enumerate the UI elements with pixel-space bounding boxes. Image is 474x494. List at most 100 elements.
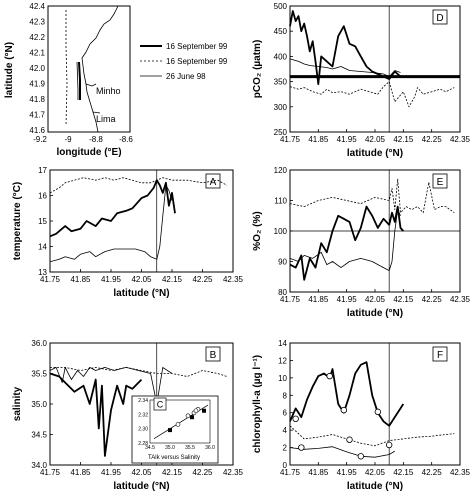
map-transect-thin	[76, 61, 79, 100]
series-line-dotted	[289, 178, 455, 214]
map-ytick: 42.4	[29, 2, 45, 11]
inset-letter: C	[157, 400, 164, 410]
map-ytick: 42.3	[29, 18, 45, 27]
panel-letter-box	[205, 173, 221, 189]
x-axis-label: latitude (°N)	[113, 481, 169, 492]
map-xtick: -9	[64, 135, 72, 144]
y-tick-label: 80	[278, 288, 287, 297]
x-tick-label: 41.85	[308, 468, 329, 477]
panel-b: 41.75 41.85 41.95 42.05 42.15 42.25 42.35 36.0 3…	[12, 339, 244, 492]
x-tick-label: 41.75	[280, 135, 301, 144]
y-tick-label: 0	[283, 461, 288, 470]
y-axis-label: chlorophyll-a (µg l⁻¹)	[252, 355, 263, 453]
y-tick-label: 450	[274, 27, 288, 36]
map-ytick: 42.2	[29, 33, 45, 42]
y-tick-label: 4	[283, 426, 288, 435]
map-frame	[47, 5, 131, 133]
y-tick-label: 35.5	[31, 370, 47, 379]
inset-x-tick-label: 35.0	[165, 445, 175, 451]
y-tick-label: 400	[274, 52, 288, 61]
sample-point	[357, 453, 365, 460]
map-xlabel: longitude (°E)	[56, 147, 121, 158]
y-tick-label: 100	[274, 227, 288, 236]
y-tick-label: 34.0	[31, 461, 47, 470]
legend: 16 September 99 16 September 99 26 June …	[140, 42, 228, 81]
x-axis-label: latitude (°N)	[347, 148, 403, 159]
x-tick-label: 42.25	[422, 295, 443, 304]
legend-label: 16 September 99	[166, 42, 228, 51]
sample-point	[385, 441, 393, 449]
panel-letter: A	[210, 177, 217, 188]
x-tick-label: 42.15	[393, 295, 414, 304]
y-tick-label: 14	[278, 339, 287, 348]
map-ytick: 41.9	[29, 80, 45, 89]
series-line-dotted	[50, 366, 228, 377]
map-ylabel: latitude (°N)	[4, 42, 15, 98]
x-tick-label: 41.95	[337, 295, 358, 304]
map-yticks: 42.4 42.3 42.2 42.1 42.0 41.9 41.8 41.7 …	[29, 2, 45, 135]
x-tick-label: 42.05	[365, 135, 386, 144]
inset-x-tick-label: 36.0	[205, 445, 215, 451]
x-tick-label: 42.05	[131, 275, 152, 284]
inset-y-tick-label: 2.30	[138, 427, 148, 433]
y-tick-label: 300	[274, 103, 288, 112]
y-tick-label: 250	[274, 128, 288, 137]
inset-filled-point	[202, 408, 206, 413]
panel-a: 41.75 41.85 41.95 42.05 42.15 42.25 42.35 17 16 1…	[12, 166, 244, 299]
sample-point	[346, 436, 353, 443]
map-ytick: 41.7	[29, 111, 45, 120]
inset-y-tick-label: 2.32	[138, 412, 148, 418]
sample-point	[292, 415, 299, 423]
minho-river	[85, 83, 97, 87]
inset-x-tick-label: 34.5	[145, 445, 155, 451]
chart-panels: 41.75 41.85 41.95 42.05 42.15 42.25 42.35 17 16 1…	[12, 2, 471, 492]
y-tick-label: 14	[38, 243, 47, 252]
series-line-thick	[289, 361, 405, 427]
y-tick-label: 15	[38, 217, 47, 226]
y-tick-label: 350	[274, 78, 288, 87]
x-tick-label: 42.15	[393, 135, 414, 144]
map-xtick: -9.2	[33, 135, 47, 144]
map-transect-thick	[78, 61, 81, 100]
y-axis-label: temperature (°C)	[12, 182, 23, 260]
x-tick-label: 42.35	[223, 275, 244, 284]
inset-open-point	[193, 408, 199, 414]
place-lima: Lima	[96, 114, 116, 124]
y-tick-label: 10	[278, 374, 287, 383]
y-tick-label: 6	[283, 409, 288, 418]
x-axis-label: latitude (°N)	[347, 481, 403, 492]
inset-y-tick-label: 2.34	[138, 398, 148, 404]
inset-open-point	[185, 413, 191, 419]
map-xtick: -8.6	[119, 135, 133, 144]
series-line-thin	[289, 58, 401, 77]
inset-filled-point	[168, 428, 172, 433]
x-tick-label: 41.75	[280, 468, 301, 477]
inset-x-tick-label: 35.5	[185, 445, 195, 451]
inset-title: TAlk versus Salinity	[148, 455, 200, 461]
lima-river	[92, 111, 101, 114]
sample-point	[298, 444, 305, 451]
y-tick-label: 90	[278, 258, 287, 267]
y-tick-label: 120	[274, 166, 288, 175]
panel-letter: E	[437, 177, 444, 188]
panel-letter-box	[432, 9, 448, 25]
x-tick-label: 41.95	[337, 135, 358, 144]
inset-filled-point	[190, 415, 194, 420]
map-panel: Minho Lima 42.4 42.3 42.2 42.1 42.0 41.9…	[4, 2, 133, 158]
x-tick-label: 42.25	[192, 275, 213, 284]
panel-letter: B	[210, 350, 217, 361]
panel-letter-box	[432, 173, 448, 189]
x-tick-label: 42.35	[450, 135, 471, 144]
map-ytick: 42.0	[29, 64, 45, 73]
x-tick-label: 42.05	[131, 468, 152, 477]
legend-label: 16 September 99	[166, 57, 228, 66]
place-minho: Minho	[96, 86, 121, 96]
x-tick-label: 41.75	[280, 295, 301, 304]
sample-point	[326, 372, 333, 380]
y-axis-label: pCO₂ (µatm)	[252, 40, 263, 99]
inset-y-tick-label: 2.28	[138, 441, 148, 447]
series-line-dotted	[49, 177, 228, 194]
y-tick-label: 2	[283, 444, 288, 453]
x-tick-label: 41.75	[40, 275, 61, 284]
